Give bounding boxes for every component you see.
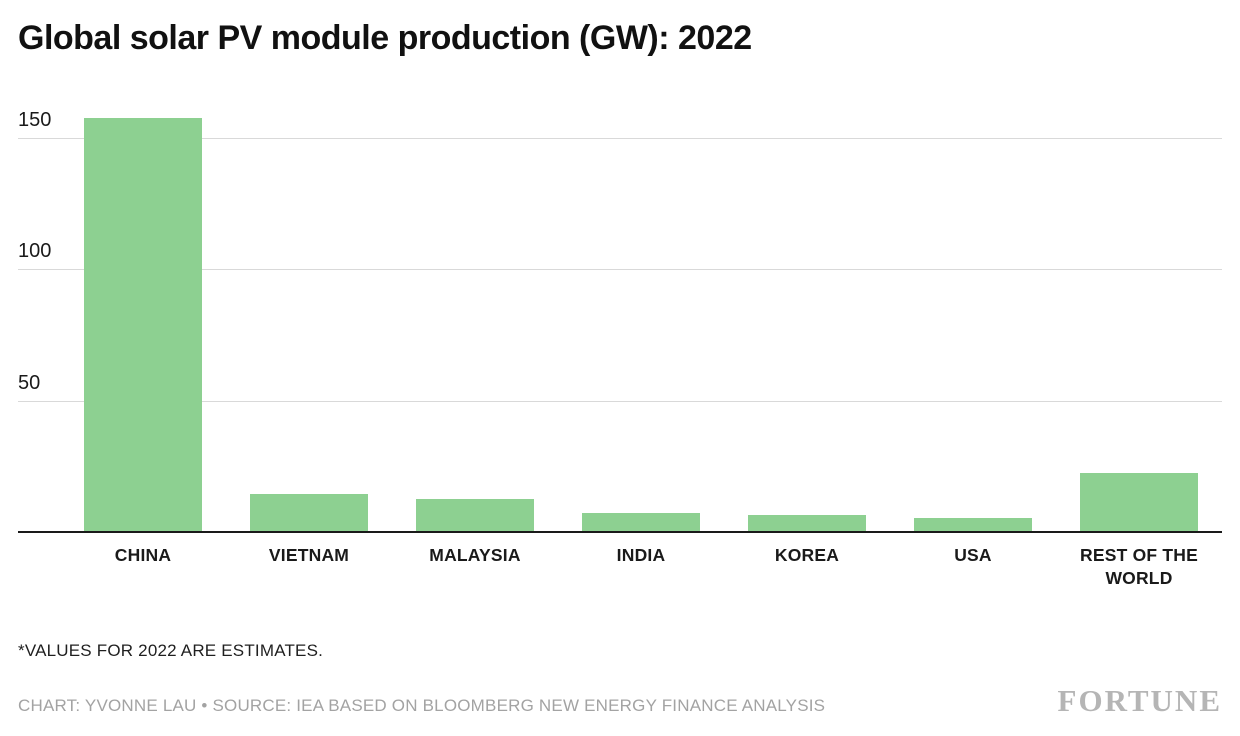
y-axis-tick-label: 50 — [18, 371, 41, 394]
bar-column — [392, 113, 558, 531]
source-credit: CHART: YVONNE LAU • SOURCE: IEA BASED ON… — [18, 696, 826, 716]
bar-column — [724, 113, 890, 531]
x-axis-labels: CHINA VIETNAM MALAYSIA INDIA KOREA USA REST OF… — [60, 544, 1222, 591]
bar-malaysia[interactable] — [416, 499, 534, 531]
x-axis-label: INDIA — [616, 544, 666, 565]
x-axis-label: VIETNAM — [268, 544, 350, 565]
bar-vietnam[interactable] — [250, 494, 368, 531]
bar-column — [60, 113, 226, 531]
bar-china[interactable] — [84, 118, 202, 531]
bar-rest-of-the-world[interactable] — [1080, 473, 1198, 531]
fortune-logo: FORTUNE — [1057, 683, 1222, 719]
footnote: *VALUES FOR 2022 ARE ESTIMATES. — [18, 641, 324, 661]
bar-column — [1056, 113, 1222, 531]
bar-usa[interactable] — [914, 517, 1032, 531]
bar-column — [890, 113, 1056, 531]
x-axis-label: USA — [954, 544, 992, 565]
credit-row: CHART: YVONNE LAU • SOURCE: IEA BASED ON… — [18, 685, 1222, 716]
chart-title: Global solar PV module production (GW): … — [18, 19, 752, 57]
bar-india[interactable] — [582, 512, 700, 531]
x-axis-line — [18, 530, 1222, 533]
bar-column — [558, 113, 724, 531]
bar-chart: 50 100 150 — [18, 109, 1222, 533]
x-axis-label: MALAYSIA — [429, 544, 521, 565]
gridline — [18, 400, 1222, 402]
y-axis-tick-label: 100 — [18, 240, 52, 263]
bar-column — [226, 113, 392, 531]
bars — [60, 113, 1222, 531]
gridline — [18, 269, 1222, 271]
x-axis-label: REST OF THE WORLD — [1080, 544, 1198, 589]
x-axis-label: KOREA — [774, 544, 840, 565]
gridline — [18, 138, 1222, 140]
y-axis-tick-label: 150 — [18, 109, 52, 132]
bar-korea[interactable] — [748, 515, 866, 531]
x-axis-label: CHINA — [114, 544, 172, 565]
